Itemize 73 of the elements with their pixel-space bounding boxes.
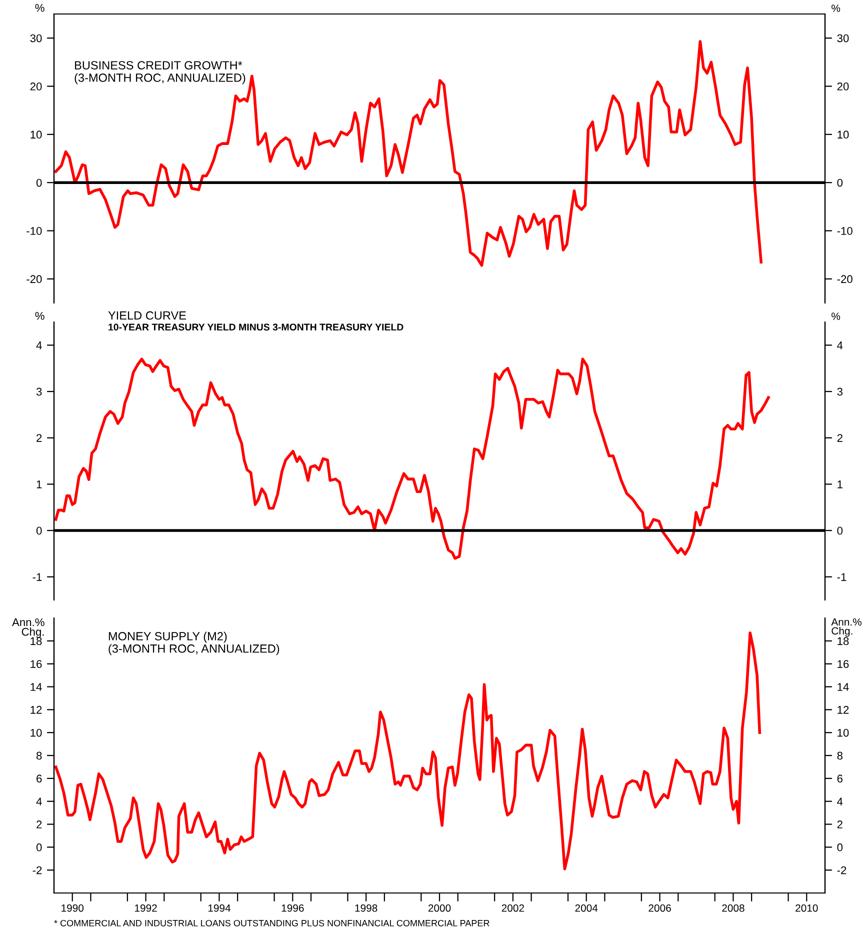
- y-tick-label: 3: [36, 388, 42, 396]
- y-tick-label: 18: [30, 637, 42, 646]
- y2-tick-label: 2: [837, 820, 842, 828]
- text: BUSINESS CREDIT GROWTH*: [75, 61, 242, 70]
- y-tick-label: 0: [36, 178, 42, 187]
- y2-tick-label: 10: [838, 130, 849, 139]
- y-tick-label: 0: [36, 526, 42, 535]
- y2-tick-label: 6: [837, 774, 842, 783]
- text: * COMMERCIAL AND INDUSTRIAL LOANS OUTSTANDING PLUS NONFINANCIAL COMMERCIAL PAPER: [54, 920, 490, 926]
- y-tick-label: -10: [26, 227, 42, 235]
- text: (3-MONTH ROC, ANNUALIZED): [74, 73, 246, 84]
- y-tick-label: 2: [36, 434, 42, 442]
- y2-tick-label: 0: [837, 178, 843, 187]
- y2-axis-title: %: [832, 312, 840, 320]
- y2-tick-label: 20: [837, 82, 849, 90]
- y2-tick-label: 14: [838, 683, 849, 691]
- y-tick-label: 14: [30, 683, 42, 691]
- y-axis-title: %: [35, 312, 44, 320]
- x-tick-label: 1990: [62, 904, 84, 912]
- x-tick-label: 1998: [355, 904, 378, 912]
- y2-tick-label: 12: [838, 706, 849, 714]
- y-tick-label: 4: [36, 798, 42, 806]
- y2-tick-label: 3: [837, 388, 842, 396]
- y2-tick-label: 30: [837, 34, 849, 42]
- y2-tick-label: 1: [838, 480, 842, 488]
- y2-tick-label: 16: [838, 660, 849, 668]
- text: MONEY SUPPLY (M2): [108, 632, 227, 643]
- x-tick-label: 2004: [575, 904, 598, 912]
- line-series: [54, 40, 763, 267]
- y-tick-label: 2: [36, 820, 42, 828]
- y2-tick-label: 2: [837, 434, 842, 442]
- text: (3-MONTH ROC, ANNUALIZED): [108, 644, 280, 656]
- y2-tick-label: 0: [837, 526, 843, 535]
- y-tick-label: 20: [30, 82, 42, 90]
- y-axis-title: Ann.% Chg.: [12, 618, 44, 638]
- y2-tick-label: -1: [837, 573, 846, 581]
- x-tick-label: 1994: [208, 904, 230, 912]
- y2-tick-label: 8: [837, 752, 842, 760]
- x-tick-label: 1992: [134, 904, 157, 912]
- y2-tick-label: 0: [837, 843, 843, 852]
- x-tick-label: 2008: [722, 904, 744, 912]
- y2-tick-label: 10: [838, 728, 849, 737]
- y2-tick-label: -2: [837, 866, 846, 874]
- y-tick-label: 0: [36, 843, 42, 852]
- y2-tick-label: 18: [838, 637, 849, 646]
- y2-tick-label: 4: [837, 342, 843, 350]
- line-series: [54, 632, 762, 870]
- y-tick-label: 12: [30, 706, 42, 714]
- x-tick-label: 2002: [502, 904, 524, 912]
- y-tick-label: 30: [30, 34, 42, 42]
- y-tick-label: 16: [30, 660, 42, 668]
- y-axis-title: %: [35, 4, 44, 12]
- y2-tick-label: -20: [837, 275, 852, 284]
- y2-tick-label: 4: [837, 798, 843, 806]
- y2-axis-title: %: [832, 4, 840, 12]
- x-tick-label: 2000: [428, 904, 451, 912]
- y-tick-label: -20: [26, 275, 42, 284]
- chart-subtitle: 10-YEAR TREASURY YIELD MINUS 3-MONTH TREASURY YIELD: [108, 324, 404, 331]
- x-tick-label: 1996: [282, 904, 304, 912]
- y-tick-label: -2: [32, 866, 42, 874]
- x-tick-label: 2010: [796, 904, 818, 912]
- y-tick-label: 1: [36, 480, 42, 488]
- y-tick-label: 10: [30, 728, 42, 737]
- chart-title: YIELD CURVE: [108, 311, 186, 320]
- y2-tick-label: -10: [837, 227, 852, 235]
- y-tick-label: 8: [36, 752, 42, 760]
- x-tick-label: 2006: [648, 904, 671, 912]
- y-tick-label: 4: [36, 342, 42, 350]
- y-tick-label: -1: [32, 573, 42, 581]
- y-tick-label: 6: [36, 774, 42, 783]
- y2-axis-title: Ann.% Chg.: [831, 618, 862, 637]
- line-series: [54, 358, 770, 560]
- y-tick-label: 10: [30, 130, 42, 139]
